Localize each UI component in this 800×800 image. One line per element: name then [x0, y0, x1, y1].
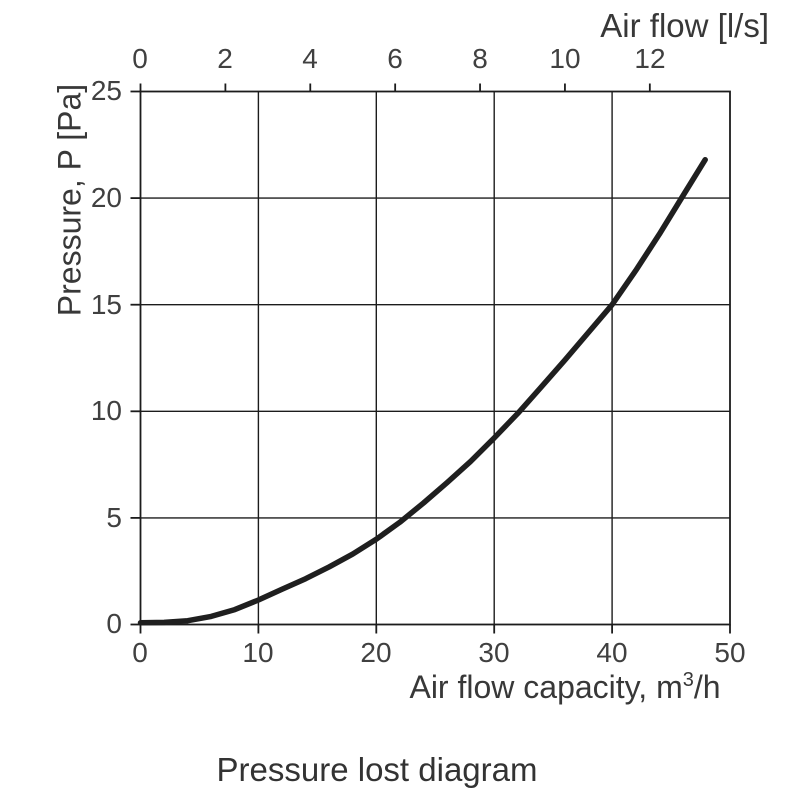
bottom-tick-label: 30	[478, 637, 510, 668]
bottom-axis-title-main: Air flow capacity, m	[409, 669, 683, 705]
axis-ticks	[130, 83, 731, 634]
top-tick-label: 2	[217, 43, 233, 74]
top-tick-label: 4	[302, 43, 318, 74]
left-tick-label: 15	[90, 289, 122, 320]
bottom-axis-title: Air flow capacity, m3/h	[409, 669, 720, 706]
pressure-loss-curve	[137, 156, 708, 626]
bottom-axis-title-rest: /h	[693, 669, 721, 705]
bottom-axis-title-superscript: 3	[682, 669, 694, 691]
plot-border	[139, 90, 731, 626]
top-tick-label: 8	[472, 43, 488, 74]
left-tick-label: 25	[90, 75, 122, 106]
gridlines	[140, 91, 730, 625]
top-tick-label: 12	[634, 43, 666, 74]
left-tick-label: 5	[106, 502, 122, 533]
bottom-tick-label: 50	[714, 637, 746, 668]
top-tick-label: 6	[387, 43, 403, 74]
bottom-tick-label: 40	[596, 637, 628, 668]
left-tick-label: 20	[90, 182, 122, 213]
top-tick-label: 0	[132, 43, 148, 74]
left-tick-label: 0	[106, 608, 122, 639]
bottom-tick-label: 10	[242, 637, 274, 668]
top-axis-title: Air flow [l/s]	[600, 7, 769, 44]
top-tick-label: 10	[549, 43, 581, 74]
bottom-tick-label: 0	[132, 637, 148, 668]
bottom-tick-label: 20	[360, 637, 392, 668]
left-tick-label: 10	[90, 395, 122, 426]
chart-caption: Pressure lost diagram	[216, 751, 538, 788]
